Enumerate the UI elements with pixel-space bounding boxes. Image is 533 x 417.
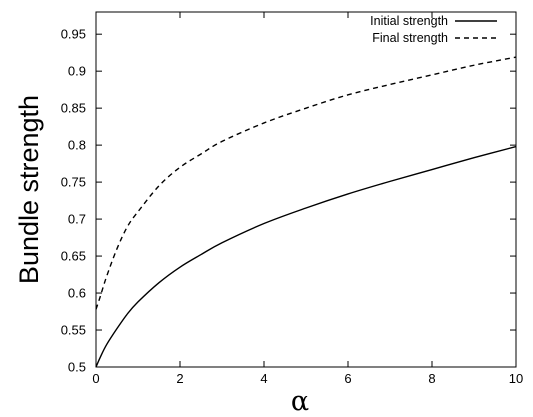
- y-tick-label: 0.65: [61, 249, 86, 264]
- series-line-initial-strength: [95, 145, 517, 368]
- y-axis-ticks: 0.5 0.55 0.6 0.65 0.7 0.75 0.8 0.85 0.9 0.95: [61, 27, 516, 375]
- y-tick-label: 0.75: [61, 175, 86, 190]
- x-axis-label: α: [291, 386, 309, 417]
- series-line-final-strength: [95, 56, 517, 310]
- x-tick-label: 8: [428, 371, 435, 386]
- y-tick-label: 0.7: [68, 212, 86, 227]
- x-axis-ticks: 0 2 4 6 8 10: [92, 12, 523, 386]
- legend-label: Final strength: [372, 31, 448, 45]
- y-tick-label: 0.5: [68, 360, 86, 375]
- y-tick-label: 0.9: [68, 64, 86, 79]
- plot-frame: [95, 11, 517, 368]
- series-layer: [95, 56, 517, 368]
- legend-label: Initial strength: [370, 14, 448, 28]
- x-tick-label: 10: [509, 371, 523, 386]
- x-tick-label: 0: [92, 371, 99, 386]
- x-tick-label: 6: [344, 371, 351, 386]
- y-tick-label: 0.95: [61, 27, 86, 42]
- x-tick-label: 2: [176, 371, 183, 386]
- legend: Initial strength Final strength: [370, 14, 497, 45]
- x-tick-label: 4: [260, 371, 267, 386]
- y-tick-label: 0.8: [68, 138, 86, 153]
- y-axis-label: Bundle strength: [14, 95, 44, 284]
- y-tick-label: 0.85: [61, 101, 86, 116]
- y-tick-label: 0.6: [68, 286, 86, 301]
- y-tick-label: 0.55: [61, 323, 86, 338]
